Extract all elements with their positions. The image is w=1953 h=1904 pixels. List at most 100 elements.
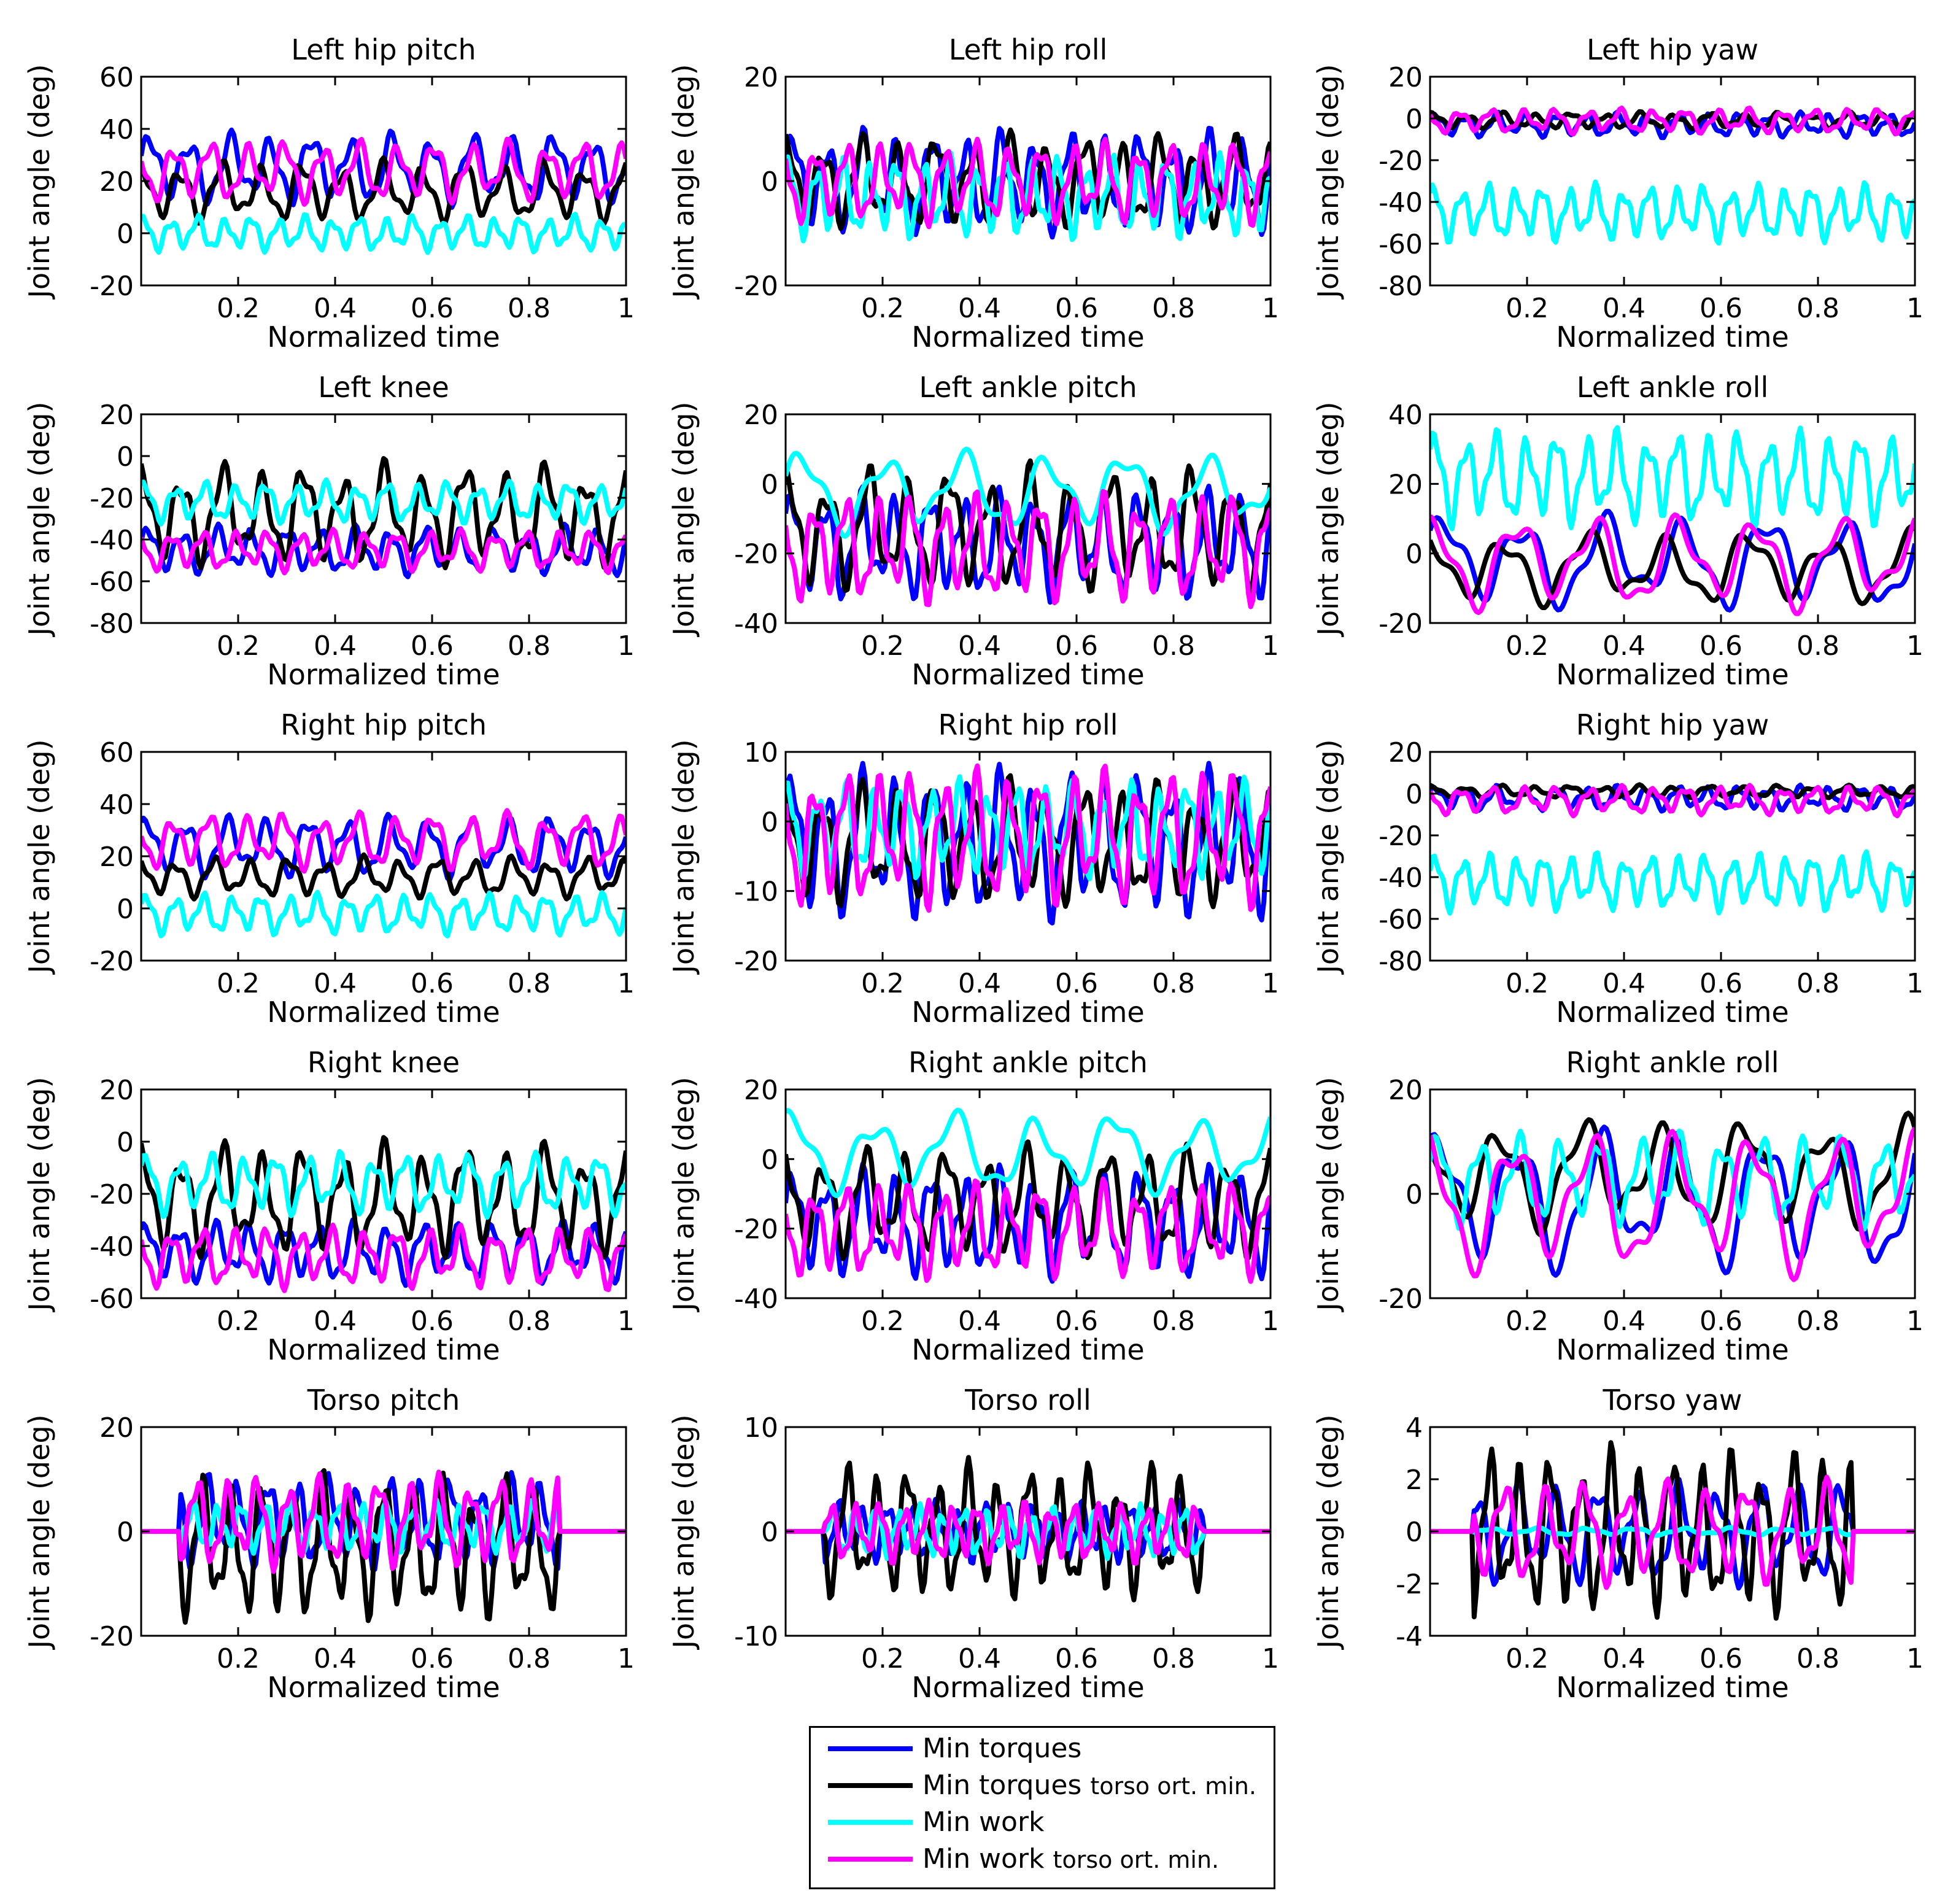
x-axis-label: Normalized time	[911, 320, 1144, 354]
series-line	[1430, 783, 1915, 819]
y-axis-label: Joint angle (deg)	[1312, 401, 1345, 637]
x-tick-label: 1	[1262, 293, 1279, 324]
y-axis-label: Joint angle (deg)	[667, 1077, 700, 1312]
subplot: Left hip yaw -80 -60 -40 -20 0 20 0.2 0.4 0.6 0.8 1…	[1312, 33, 1924, 354]
series-group	[1430, 106, 1915, 246]
y-tick-label: -20	[734, 271, 778, 302]
x-tick-label: 1	[617, 968, 635, 999]
x-tick-label: 0.4	[958, 1643, 1001, 1674]
x-axis-label: Normalized time	[1556, 1333, 1789, 1366]
y-tick-label: -20	[90, 946, 134, 977]
x-tick-label: 0.2	[1506, 630, 1549, 662]
subplot-title: Right knee	[307, 1046, 460, 1079]
y-tick-label: -40	[90, 1231, 134, 1263]
y-tick-label: -40	[734, 1283, 778, 1315]
x-axis-label: Normalized time	[267, 658, 500, 691]
series-line	[1430, 1126, 1915, 1282]
x-tick-label: 0.8	[1796, 968, 1839, 999]
series-line	[141, 889, 626, 938]
series-line	[141, 136, 626, 207]
series-line	[786, 446, 1270, 539]
x-axis-label: Normalized time	[1556, 996, 1789, 1029]
y-tick-label: -20	[1379, 821, 1423, 852]
subplot-title: Torso yaw	[1602, 1383, 1742, 1417]
x-axis-label: Normalized time	[911, 996, 1144, 1029]
series-line	[786, 1107, 1270, 1198]
series-line	[1430, 1474, 1915, 1590]
y-tick-label: -60	[1379, 229, 1423, 260]
series-line	[786, 150, 1270, 244]
legend-swatch	[828, 1783, 913, 1788]
y-tick-label: 20	[744, 400, 778, 431]
y-axis-label: Joint angle (deg)	[667, 401, 700, 637]
series-group	[786, 760, 1270, 926]
x-tick-label: 0.4	[1603, 1643, 1646, 1674]
subplot: Torso roll -10 0 10 0.2 0.4 0.6 0.8 1 Normalized …	[667, 1383, 1279, 1704]
x-axis-label: Normalized time	[267, 1333, 500, 1366]
legend-item-min-torques: Min torques	[811, 1730, 1274, 1767]
y-tick-label: -60	[90, 567, 134, 598]
x-tick-label: 0.8	[1796, 630, 1839, 662]
y-tick-label: 60	[99, 737, 134, 768]
x-tick-label: 0.6	[1055, 968, 1098, 999]
x-tick-label: 1	[1906, 630, 1924, 662]
x-tick-label: 0.4	[314, 293, 357, 324]
y-tick-label: -40	[734, 608, 778, 640]
y-axis-label: Joint angle (deg)	[667, 1414, 700, 1650]
x-axis-label: Normalized time	[267, 996, 500, 1029]
legend-label: Min work	[922, 1806, 1045, 1838]
series-group	[141, 127, 626, 255]
y-tick-label: 20	[99, 400, 134, 431]
y-tick-label: -20	[90, 271, 134, 302]
y-tick-label: 20	[99, 842, 134, 873]
subplot: Left hip pitch -20 0 20 40 60 0.2 0.4 0.6 0.8 1 Nor…	[23, 33, 635, 354]
x-tick-label: 0.2	[217, 630, 260, 662]
x-tick-label: 0.6	[411, 968, 454, 999]
y-tick-label: 20	[1388, 62, 1423, 93]
subplot: Right hip roll -20 -10 0 10 0.2 0.4 0.6 0.8 1 Norm…	[667, 708, 1279, 1029]
series-line	[1430, 109, 1915, 132]
series-group	[786, 1107, 1270, 1284]
x-tick-label: 0.4	[1603, 968, 1646, 999]
y-tick-label: 0	[761, 1144, 778, 1175]
series-line	[786, 763, 1270, 913]
subplot-title: Left ankle pitch	[919, 371, 1137, 404]
x-axis-label: Normalized time	[1556, 1671, 1789, 1704]
series-line	[141, 212, 626, 255]
x-tick-label: 1	[1906, 968, 1924, 999]
x-tick-label: 1	[1262, 968, 1279, 999]
subplot: Right hip yaw -80 -60 -40 -20 0 20 0.2 0.4 0.6 0.8…	[1312, 708, 1924, 1029]
y-tick-label: -20	[734, 1214, 778, 1245]
y-tick-label: 20	[99, 1412, 134, 1444]
x-tick-label: 0.4	[1603, 1306, 1646, 1337]
series-group	[786, 125, 1270, 244]
series-line	[141, 456, 626, 571]
series-line	[1430, 783, 1915, 814]
subplot-title: Left ankle roll	[1577, 371, 1768, 404]
legend-swatch	[828, 1746, 913, 1751]
x-tick-label: 0.2	[217, 1643, 260, 1674]
series-line	[1430, 1110, 1915, 1237]
x-tick-label: 0.8	[1152, 630, 1195, 662]
legend-item-min-work-torso: Min work torso ort. min.	[811, 1841, 1274, 1878]
x-tick-label: 0.4	[958, 293, 1001, 324]
y-tick-label: 40	[1388, 400, 1423, 431]
y-tick-label: -60	[1379, 904, 1423, 935]
x-axis-label: Normalized time	[1556, 658, 1789, 691]
x-tick-label: 1	[617, 1306, 635, 1337]
y-tick-label: -40	[90, 525, 134, 556]
y-tick-label: -20	[90, 483, 134, 514]
x-tick-label: 0.8	[1796, 293, 1839, 324]
subplot: Right knee -60 -40 -20 0 20 0.2 0.4 0.6 0.8 1 Norma…	[23, 1046, 635, 1366]
series-group	[141, 1135, 626, 1293]
legend: Min torques Min torques torso ort. min. …	[809, 1726, 1275, 1889]
subplot: Torso yaw -4 -2 0 2 4 0.2 0.4 0.6 0.8 1 Normalized …	[1312, 1383, 1924, 1704]
x-tick-label: 0.8	[508, 1306, 551, 1337]
x-tick-label: 0.8	[1796, 1306, 1839, 1337]
y-axis-label: Joint angle (deg)	[667, 64, 700, 300]
x-tick-label: 0.6	[1055, 630, 1098, 662]
y-tick-label: 10	[744, 1412, 778, 1444]
subplot-title: Right hip roll	[938, 708, 1118, 741]
y-tick-label: -60	[90, 1283, 134, 1315]
series-group	[786, 446, 1270, 610]
